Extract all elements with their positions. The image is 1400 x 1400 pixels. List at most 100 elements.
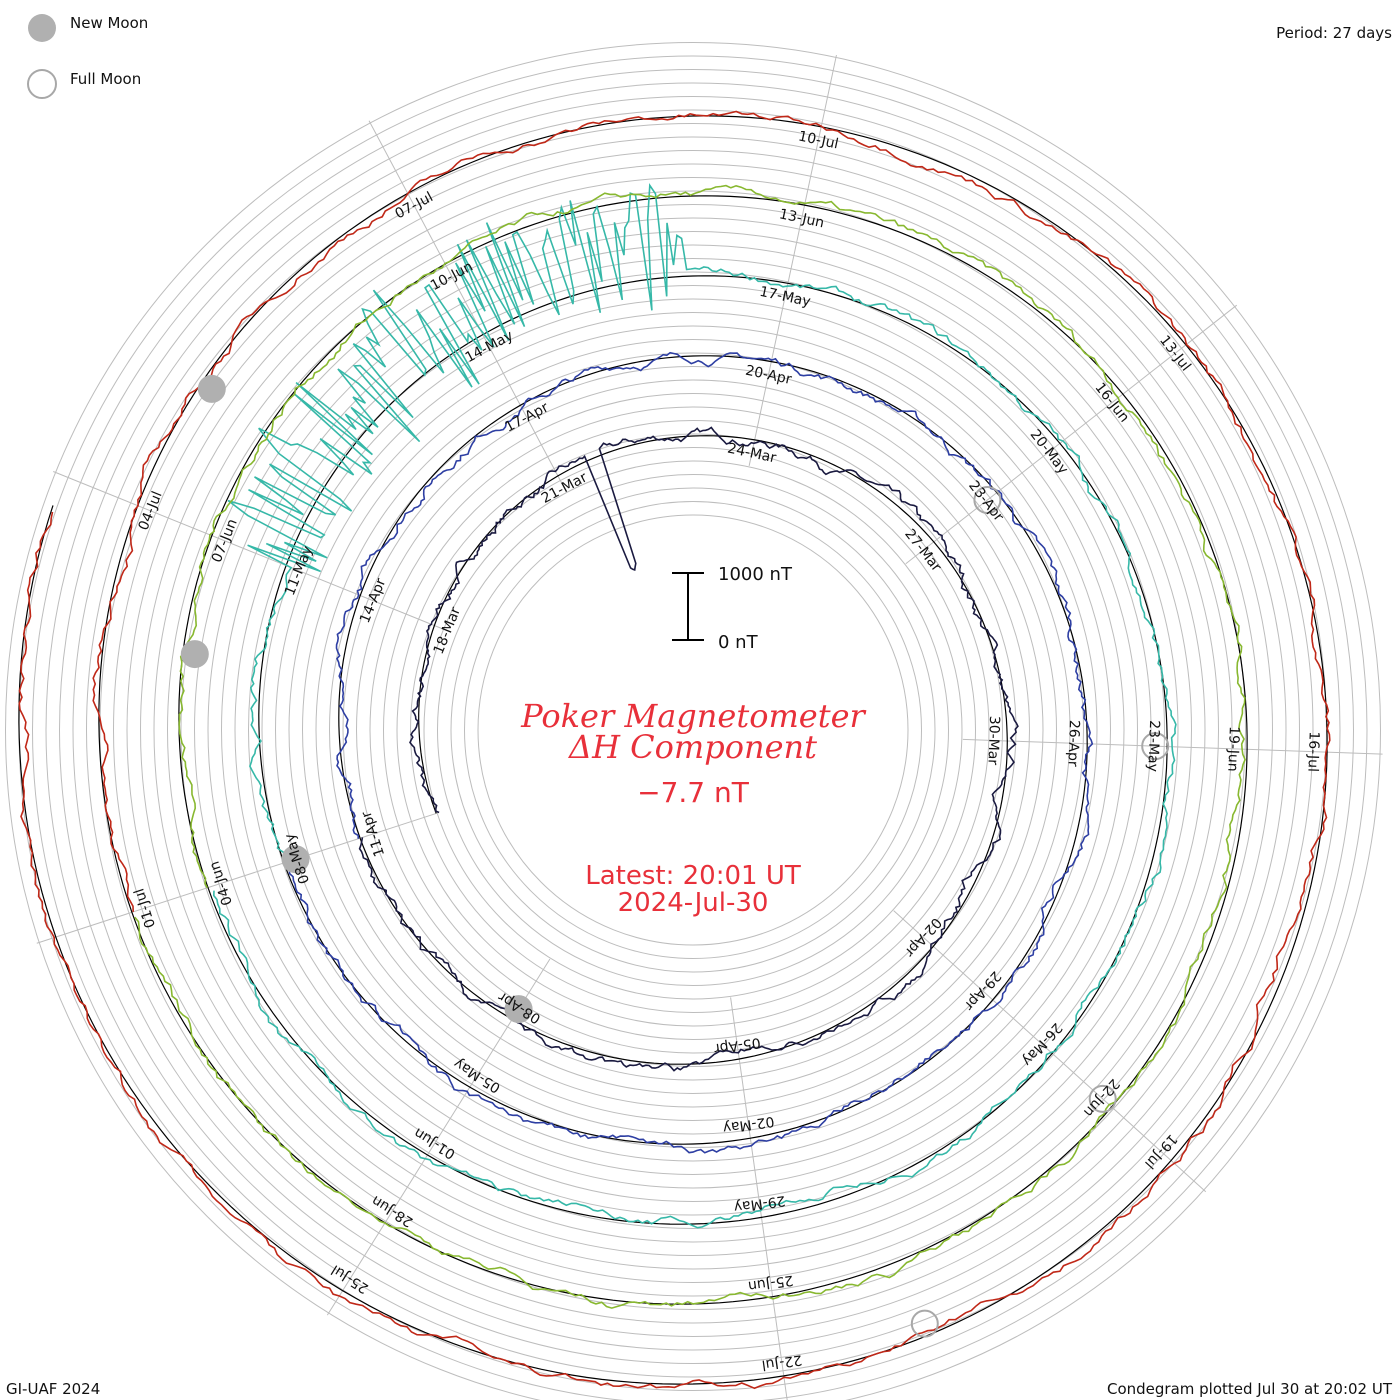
full-moon-legend-icon (27, 69, 57, 99)
baseline-spiral (18, 115, 1328, 1385)
date-label: 13-Jun (778, 206, 826, 231)
date-label: 22-Jul (761, 1351, 803, 1372)
grid-ring (288, 325, 1098, 1135)
date-label: 13-Jul (1156, 333, 1194, 375)
grid-ring (302, 339, 1084, 1121)
trace-03-15 (358, 426, 1019, 1072)
trace-06-04 (134, 184, 1246, 1309)
date-label: 30-Mar (984, 716, 1002, 766)
credit-label: GI-UAF 2024 (6, 1380, 100, 1398)
date-label: 10-Jul (797, 128, 840, 152)
grid-ring (32, 69, 1354, 1391)
radial-line (893, 910, 1207, 1193)
date-label: 17-May (758, 284, 812, 310)
radial-line (36, 812, 437, 944)
current-value: −7.7 nT (637, 776, 750, 809)
grid-ring (450, 487, 936, 973)
full-moon-legend-label: Full Moon (70, 70, 141, 88)
date-label: 20-May (1027, 427, 1072, 478)
date-label: 25-Jul (329, 1261, 372, 1296)
grid-ring (45, 82, 1341, 1378)
grid-ring (99, 136, 1287, 1324)
grid-ring (248, 285, 1138, 1175)
scale-bar: 1000 nT 0 nT (672, 564, 793, 653)
date-label: 11-May (282, 544, 316, 598)
date-label: 19-Jun (1224, 726, 1242, 772)
date-label: 14-May (463, 328, 516, 366)
grid-ring (275, 312, 1111, 1148)
trace-07-01 (18, 110, 1331, 1390)
date-label: 23-May (1144, 720, 1162, 772)
latest-date: 2024-Jul-30 (618, 888, 769, 918)
scale-bottom-label: 0 nT (718, 632, 759, 653)
data-traces (18, 110, 1331, 1390)
latest-time: Latest: 20:01 UT (585, 861, 801, 891)
radial-line (730, 997, 788, 1400)
full-moon-marker (973, 486, 1002, 514)
chart-title: Poker Magnetometer (520, 697, 866, 735)
new-moon-marker (180, 640, 209, 669)
grid-ring (153, 190, 1233, 1270)
grid-ring (113, 150, 1273, 1310)
grid-ring (221, 258, 1165, 1202)
new-moon-marker (197, 374, 226, 403)
date-label: 29-May (733, 1192, 787, 1215)
grid-ring (410, 447, 976, 1013)
radial-line (53, 471, 443, 630)
radial-line (368, 120, 567, 492)
grid-ring (207, 244, 1179, 1216)
grid-ring (342, 379, 1044, 1081)
date-label: 25-Jun (747, 1272, 794, 1294)
date-label: 14-Apr (357, 576, 389, 626)
date-label: 11-Apr (358, 809, 388, 859)
grid-ring (180, 217, 1206, 1243)
plot-timestamp: Condegram plotted Jul 30 at 20:02 UT (1107, 1380, 1393, 1398)
trace-04-11 (286, 351, 1094, 1154)
date-label: 29-Apr (961, 968, 1004, 1014)
date-label: 26-Apr (1064, 720, 1082, 768)
grid-ring (261, 298, 1125, 1162)
date-label: 20-Apr (744, 363, 793, 388)
full-moon-marker (1088, 1084, 1117, 1113)
date-label: 28-Jun (369, 1192, 416, 1230)
grid-ring (140, 177, 1246, 1283)
date-label: 17-Apr (503, 400, 552, 436)
date-label: 04-Jun (207, 859, 236, 907)
scale-top-label: 1000 nT (718, 564, 793, 585)
grid-ring (356, 393, 1030, 1067)
grid-ring (86, 123, 1300, 1337)
grid-ring (5, 42, 1381, 1400)
grid-ring (167, 204, 1219, 1256)
period-label: Period: 27 days (1276, 24, 1392, 42)
grid-ring (464, 501, 922, 959)
new-moon-legend-label: New Moon (70, 14, 148, 32)
baseline-spirals (18, 115, 1328, 1385)
grid-ring (315, 352, 1071, 1108)
date-label: 10-Jun (428, 259, 476, 295)
moon-markers (180, 374, 1170, 1338)
date-label: 02-May (722, 1113, 776, 1136)
grid-ring (437, 474, 949, 986)
grid-ring (234, 271, 1152, 1189)
grid-ring (72, 109, 1314, 1351)
date-label: 07-Jul (393, 189, 436, 222)
grid-ring (194, 231, 1192, 1229)
date-label: 02-Apr (901, 914, 944, 960)
radial-line (905, 304, 1238, 565)
trace-05-08 (212, 183, 1177, 1229)
full-moon-marker (1141, 732, 1170, 761)
grid-ring (396, 433, 990, 1027)
grid-ring (329, 366, 1057, 1094)
radial-line (748, 54, 837, 467)
date-label: 16-Jul (1304, 731, 1321, 772)
new-moon-legend-icon (28, 14, 56, 42)
grid-ring (423, 460, 963, 1000)
grid-ring (383, 420, 1003, 1040)
chart-subtitle: ΔH Component (567, 728, 817, 766)
grid-ring (126, 163, 1260, 1297)
full-moon-marker (910, 1309, 939, 1338)
new-moon-marker (504, 995, 533, 1024)
grid-ring (477, 514, 909, 946)
date-label: 05-Apr (713, 1034, 762, 1056)
